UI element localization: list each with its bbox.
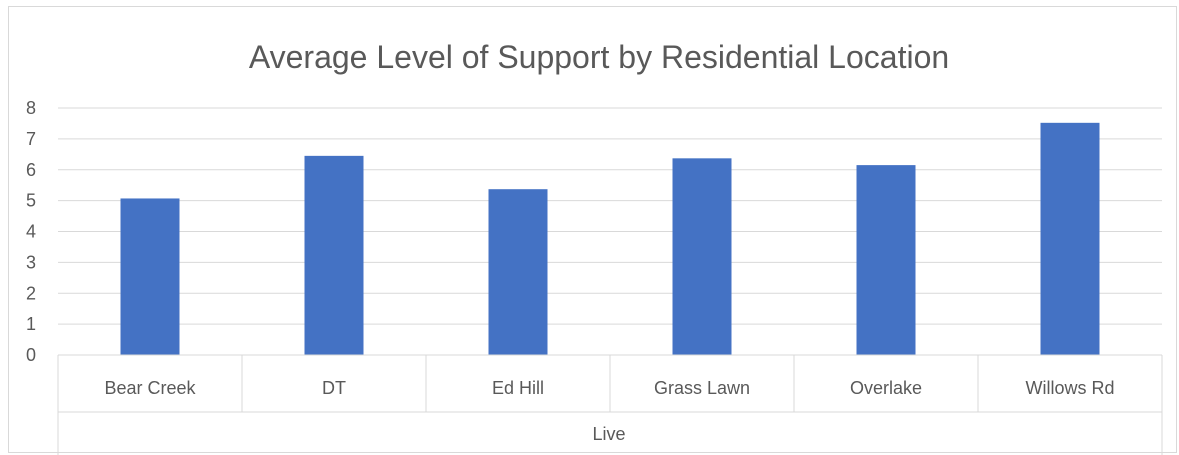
bar xyxy=(673,158,732,355)
x-tick-label: Overlake xyxy=(850,378,922,398)
bar xyxy=(857,165,916,355)
bar xyxy=(1041,123,1100,355)
y-tick-label: 0 xyxy=(26,345,36,365)
y-tick-label: 7 xyxy=(26,129,36,149)
y-tick-label: 6 xyxy=(26,160,36,180)
x-tick-label: Grass Lawn xyxy=(654,378,750,398)
x-tick-label: Bear Creek xyxy=(104,378,196,398)
y-tick-label: 2 xyxy=(26,283,36,303)
x-tick-label: DT xyxy=(322,378,346,398)
bars xyxy=(121,123,1100,355)
y-tick-label: 5 xyxy=(26,191,36,211)
x-tick-label: Ed Hill xyxy=(492,378,544,398)
x-tick-label: Willows Rd xyxy=(1025,378,1114,398)
y-tick-label: 3 xyxy=(26,252,36,272)
gridlines xyxy=(58,108,1162,355)
bar xyxy=(305,156,364,355)
y-tick-label: 8 xyxy=(26,98,36,118)
chart-title: Average Level of Support by Residential … xyxy=(249,39,949,75)
bar xyxy=(489,189,548,355)
y-axis-ticks: 0 1 2 3 4 5 6 7 8 xyxy=(26,98,36,365)
y-tick-label: 4 xyxy=(26,222,36,242)
y-tick-label: 1 xyxy=(26,314,36,334)
x-axis-label: Live xyxy=(592,424,625,444)
bar xyxy=(121,198,180,355)
